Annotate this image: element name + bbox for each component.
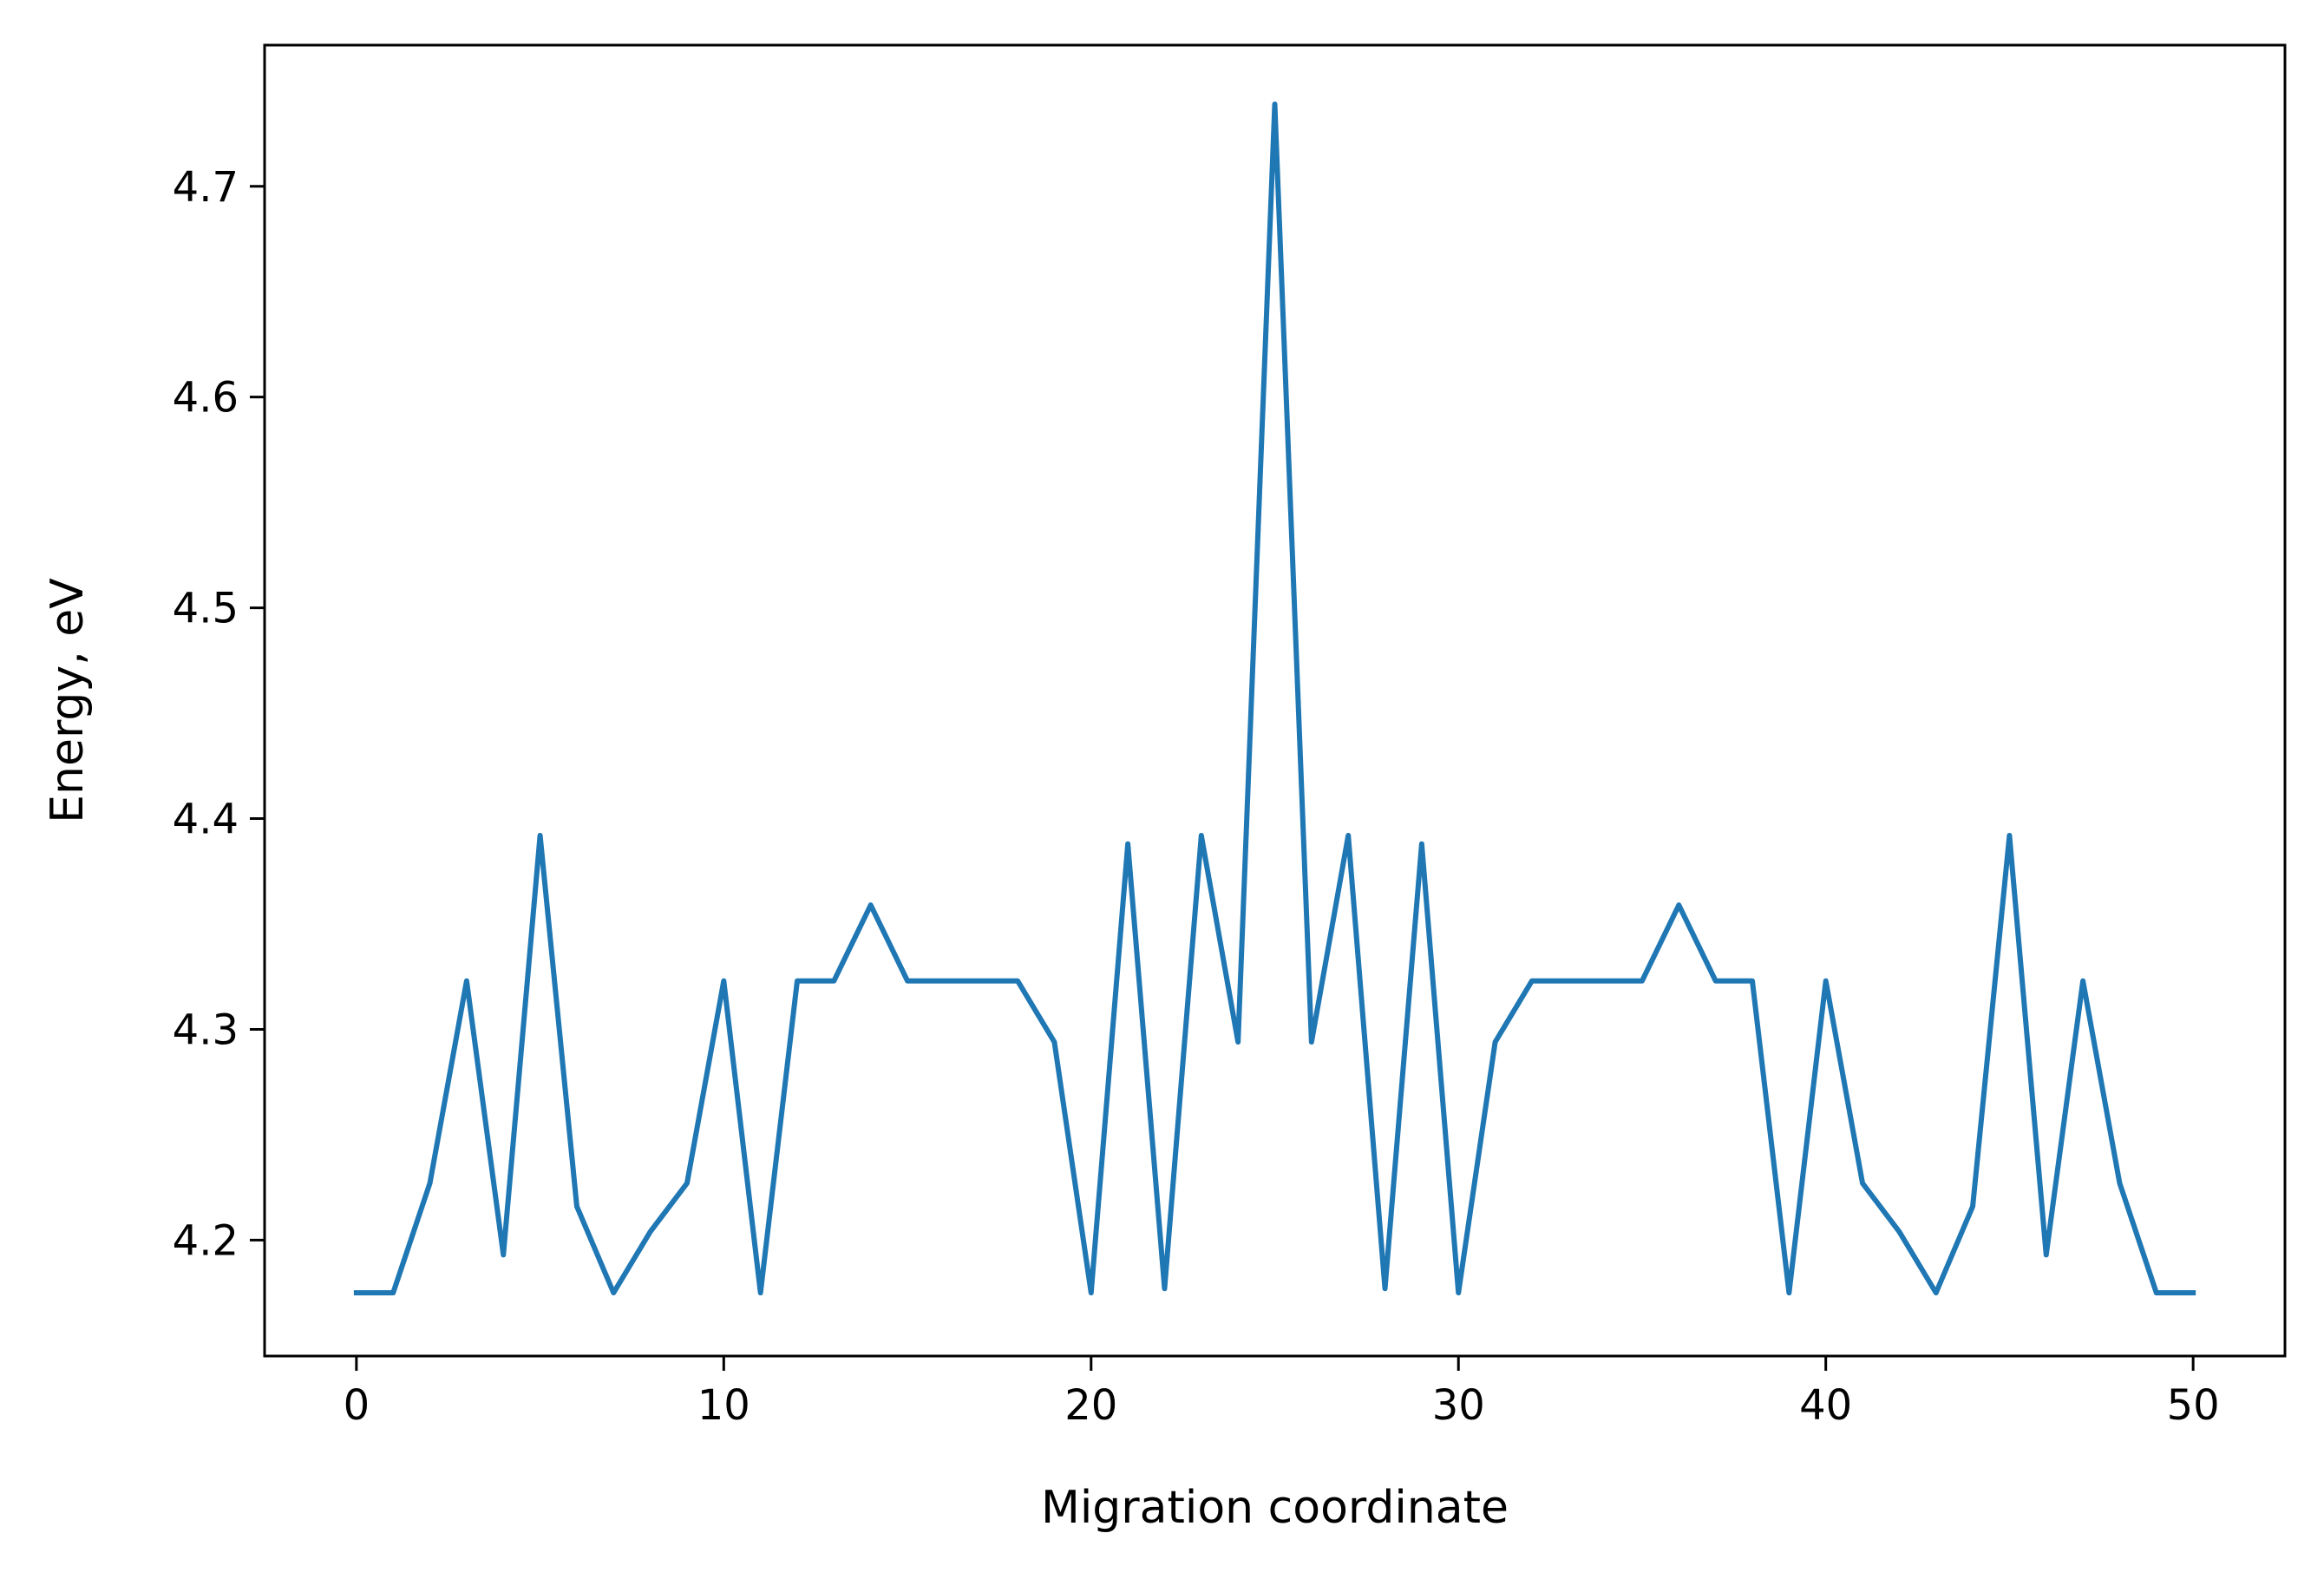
y-axis-ticks: 4.2 4.3 4.4 4.5 4.6 4.7 [173, 163, 265, 1265]
y-tick-label: 4.3 [173, 1006, 239, 1054]
x-tick-label: 10 [697, 1381, 750, 1430]
y-tick-label: 4.6 [173, 374, 239, 423]
y-axis-label: Energy, eV [42, 578, 94, 823]
y-tick-label: 4.5 [173, 585, 239, 633]
y-tick-label: 4.2 [173, 1216, 239, 1265]
y-tick-label: 4.4 [173, 796, 239, 844]
x-tick-label: 40 [1799, 1381, 1852, 1430]
x-axis-ticks: 0 10 20 30 40 50 [344, 1356, 2220, 1430]
x-tick-label: 20 [1064, 1381, 1117, 1430]
x-tick-label: 50 [2167, 1381, 2220, 1430]
x-tick-label: 0 [344, 1381, 370, 1430]
y-tick-label: 4.7 [173, 163, 239, 212]
series-line-0 [353, 102, 2196, 1296]
x-tick-label: 30 [1432, 1381, 1485, 1430]
plot-area [353, 102, 2196, 1296]
axes-frame [263, 43, 2287, 1358]
x-axis-label: Migration coordinate [1041, 1482, 1509, 1534]
